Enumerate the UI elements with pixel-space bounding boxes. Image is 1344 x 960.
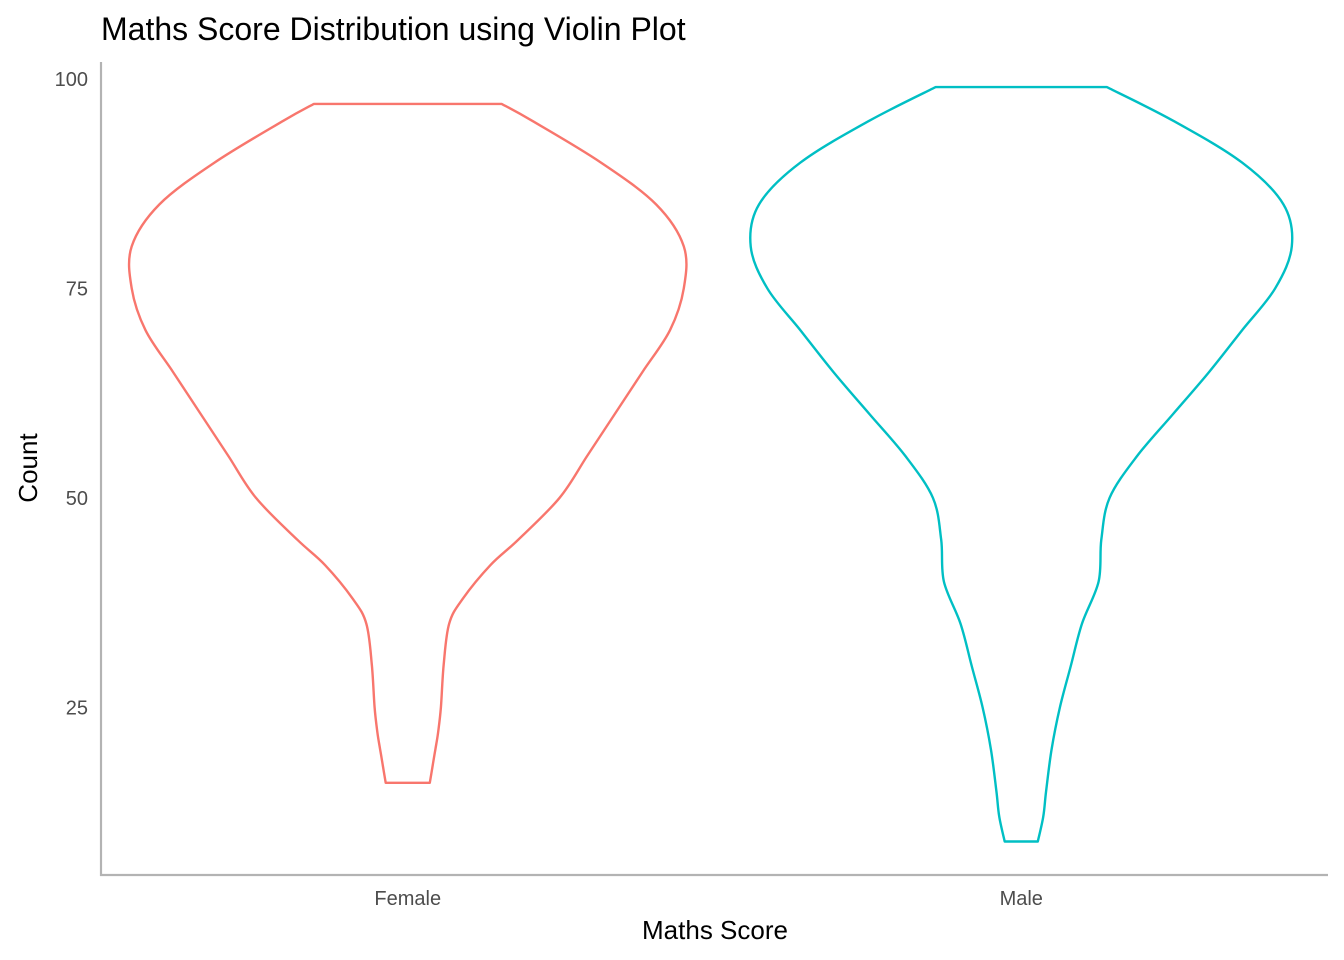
x-axis-title: Maths Score xyxy=(642,915,788,945)
y-tick-label: 75 xyxy=(66,278,88,300)
x-tick-label: Male xyxy=(1000,888,1043,910)
chart-title: Maths Score Distribution using Violin Pl… xyxy=(101,11,686,47)
y-tick-label: 100 xyxy=(55,69,88,91)
violin-female xyxy=(127,102,688,784)
y-axis-title: Count xyxy=(13,433,43,503)
y-axis-ticks: 25 50 75 100 xyxy=(55,69,88,720)
x-axis-ticks: Female Male xyxy=(374,888,1043,910)
y-tick-label: 25 xyxy=(66,697,88,719)
violin-male xyxy=(749,85,1294,843)
x-tick-label: Female xyxy=(374,888,441,910)
y-tick-label: 50 xyxy=(66,488,88,510)
violin-layer xyxy=(127,85,1294,843)
